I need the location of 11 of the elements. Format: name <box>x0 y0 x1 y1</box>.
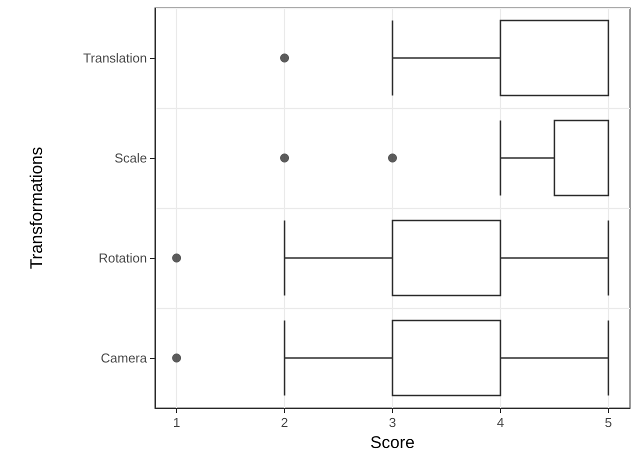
y-tick-label: Scale <box>114 150 147 166</box>
x-tick-label: 3 <box>388 415 396 430</box>
x-axis-title: Score <box>370 433 415 452</box>
y-axis-title: Transformations <box>27 146 46 270</box>
x-tick-label: 1 <box>172 415 180 430</box>
x-tick-label: 5 <box>604 415 612 430</box>
x-tick-label: 4 <box>496 415 504 430</box>
y-tick-label: Translation <box>83 50 147 66</box>
y-tick-label: Camera <box>100 350 148 366</box>
y-tick-label: Rotation <box>98 250 147 266</box>
x-tick-label: 2 <box>280 415 288 430</box>
